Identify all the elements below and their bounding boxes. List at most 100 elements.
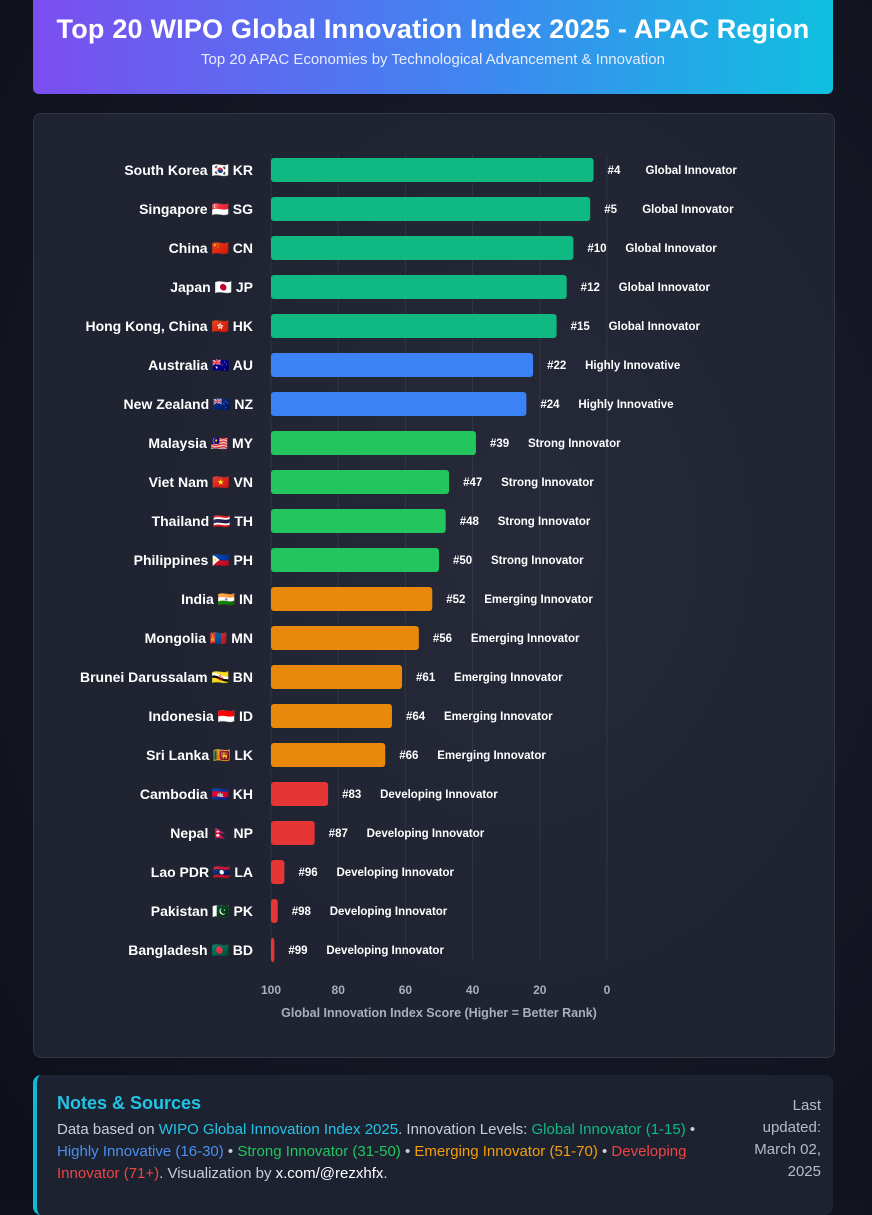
level-label: Strong Innovator bbox=[498, 516, 591, 528]
bar bbox=[271, 353, 534, 377]
category-label: Mongolia 🇲🇳 MN bbox=[145, 630, 253, 646]
category-label: Hong Kong, China 🇭🇰 HK bbox=[85, 318, 253, 334]
chart-title: Top 20 WIPO Global Innovation Index 2025… bbox=[56, 14, 810, 44]
rank-label: #10 bbox=[587, 243, 606, 255]
level-label: Global Innovator bbox=[619, 282, 711, 294]
notes-text: Data based on WIPO Global Innovation Ind… bbox=[57, 1119, 717, 1185]
sep: • bbox=[223, 1143, 238, 1160]
rank-label: #12 bbox=[581, 282, 600, 294]
legend-strong: Strong Innovator (31-50) bbox=[237, 1143, 401, 1160]
rank-label: #15 bbox=[571, 321, 591, 333]
legend-highly: Highly Innovative (16-30) bbox=[57, 1143, 224, 1160]
bar bbox=[271, 860, 285, 884]
rank-label: #48 bbox=[460, 516, 480, 528]
level-label: Emerging Innovator bbox=[471, 633, 580, 645]
bar bbox=[271, 587, 433, 611]
rank-label: #99 bbox=[288, 945, 307, 957]
x-axis-label: Global Innovation Index Score (Higher = … bbox=[281, 1006, 597, 1020]
x-tick-label: 60 bbox=[399, 983, 413, 997]
level-label: Emerging Innovator bbox=[454, 672, 563, 684]
level-label: Emerging Innovator bbox=[444, 711, 553, 723]
legend-global: Global Innovator (1-15) bbox=[531, 1121, 686, 1138]
rank-label: #4 bbox=[608, 165, 621, 177]
sep: • bbox=[400, 1143, 415, 1160]
category-label: India 🇮🇳 IN bbox=[181, 591, 253, 607]
category-label: Australia 🇦🇺 AU bbox=[148, 357, 253, 373]
category-label: New Zealand 🇳🇿 NZ bbox=[124, 396, 254, 412]
sep: • bbox=[685, 1121, 696, 1138]
category-label: Indonesia 🇮🇩 ID bbox=[148, 708, 253, 724]
rank-label: #98 bbox=[292, 906, 312, 918]
x-tick-label: 20 bbox=[533, 983, 547, 997]
level-label: Emerging Innovator bbox=[437, 750, 546, 762]
notes-viz-prefix: . Visualization by bbox=[159, 1165, 276, 1182]
rank-label: #61 bbox=[416, 672, 436, 684]
category-label: Bangladesh 🇧🇩 BD bbox=[128, 942, 253, 958]
bar-chart: 100 80 60 40 20 0 South Korea 🇰🇷 KR #4 Global In… bbox=[80, 154, 737, 1020]
bar bbox=[271, 392, 527, 416]
bar bbox=[271, 431, 476, 455]
level-label: Developing Innovator bbox=[326, 945, 444, 957]
notes-panel: Notes & Sources Data based on WIPO Globa… bbox=[33, 1075, 833, 1215]
level-label: Strong Innovator bbox=[501, 477, 594, 489]
bar bbox=[271, 899, 278, 923]
category-label: Pakistan 🇵🇰 PK bbox=[151, 903, 253, 919]
bar bbox=[271, 704, 392, 728]
bar bbox=[271, 197, 591, 221]
x-tick-label: 40 bbox=[466, 983, 480, 997]
bar bbox=[271, 509, 446, 533]
level-label: Strong Innovator bbox=[528, 438, 621, 450]
bar bbox=[271, 275, 567, 299]
category-label: China 🇨🇳 CN bbox=[169, 240, 253, 256]
bar bbox=[271, 821, 315, 845]
bar bbox=[271, 938, 275, 962]
chart-header: Top 20 WIPO Global Innovation Index 2025… bbox=[33, 0, 833, 94]
rank-label: #47 bbox=[463, 477, 482, 489]
level-label: Highly Innovative bbox=[578, 399, 673, 411]
rank-label: #52 bbox=[446, 594, 465, 606]
x-tick-label: 80 bbox=[332, 983, 346, 997]
bar bbox=[271, 782, 329, 806]
rank-label: #24 bbox=[540, 399, 560, 411]
bar bbox=[271, 743, 386, 767]
sep: • bbox=[597, 1143, 612, 1160]
level-label: Developing Innovator bbox=[336, 867, 454, 879]
category-label: South Korea 🇰🇷 KR bbox=[124, 162, 253, 178]
rank-label: #39 bbox=[490, 438, 509, 450]
category-label: Philippines 🇵🇭 PH bbox=[134, 552, 253, 568]
rank-label: #87 bbox=[329, 828, 348, 840]
level-label: Global Innovator bbox=[642, 204, 734, 216]
author-handle-link[interactable]: x.com/@rezxhfx bbox=[275, 1165, 384, 1182]
level-label: Developing Innovator bbox=[330, 906, 448, 918]
category-label: Viet Nam 🇻🇳 VN bbox=[149, 474, 253, 490]
last-updated: Last updated: March 02, 2025 bbox=[754, 1097, 821, 1180]
level-label: Global Innovator bbox=[609, 321, 701, 333]
level-label: Highly Innovative bbox=[585, 360, 680, 372]
rank-label: #96 bbox=[298, 867, 317, 879]
notes-levels-prefix: . Innovation Levels: bbox=[398, 1121, 532, 1138]
level-label: Emerging Innovator bbox=[484, 594, 593, 606]
bar bbox=[271, 158, 594, 182]
x-tick-label: 0 bbox=[604, 983, 611, 997]
notes-end: . bbox=[383, 1165, 388, 1182]
bar bbox=[271, 626, 419, 650]
notes-data-prefix: Data based on bbox=[57, 1121, 159, 1138]
category-label: Japan 🇯🇵 JP bbox=[170, 279, 253, 295]
rank-label: #83 bbox=[342, 789, 361, 801]
legend-emerging: Emerging Innovator (51-70) bbox=[414, 1143, 598, 1160]
category-label: Lao PDR 🇱🇦 LA bbox=[151, 864, 253, 880]
bar bbox=[271, 314, 557, 338]
level-label: Developing Innovator bbox=[380, 789, 498, 801]
category-label: Brunei Darussalam 🇧🇳 BN bbox=[80, 669, 253, 685]
category-label: Thailand 🇹🇭 TH bbox=[152, 513, 253, 529]
notes-heading: Notes & Sources bbox=[57, 1093, 202, 1113]
notes-source-link[interactable]: WIPO Global Innovation Index 2025 bbox=[158, 1121, 399, 1138]
category-label: Malaysia 🇲🇾 MY bbox=[148, 435, 253, 451]
category-label: Sri Lanka 🇱🇰 LK bbox=[146, 747, 253, 763]
rank-label: #64 bbox=[406, 711, 426, 723]
rank-label: #50 bbox=[453, 555, 472, 567]
category-label: Nepal 🇳🇵 NP bbox=[170, 825, 253, 841]
chart-panel: 100 80 60 40 20 0 South Korea 🇰🇷 KR #4 Global In… bbox=[33, 113, 835, 1058]
bar bbox=[271, 470, 450, 494]
rank-label: #22 bbox=[547, 360, 566, 372]
